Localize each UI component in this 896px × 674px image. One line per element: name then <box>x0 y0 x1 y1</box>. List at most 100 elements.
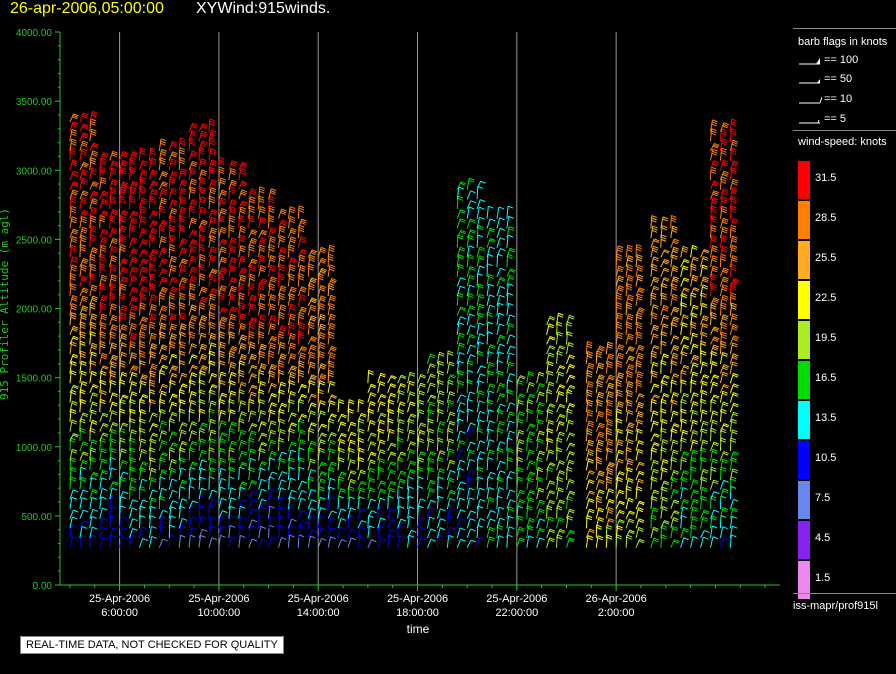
wind-barb-feather <box>320 286 326 290</box>
wind-barb-feather <box>298 316 305 320</box>
wind-barb-staff <box>208 351 211 364</box>
wind-barb-feather <box>230 361 237 365</box>
wind-barb-feather <box>150 273 156 277</box>
wind-barb-feather <box>92 392 99 396</box>
wind-barb-feather <box>210 187 217 191</box>
wind-barb-feather <box>270 190 276 194</box>
wind-barb-feather <box>409 451 415 454</box>
wind-barb-feather <box>202 422 208 426</box>
wind-barb-staff <box>407 401 411 413</box>
wind-barb-feather <box>130 356 137 360</box>
wind-barb-feather <box>231 287 237 291</box>
wind-barb-feather <box>140 411 146 415</box>
wind-barb-feather <box>518 439 525 443</box>
wind-barb-feather <box>210 305 216 309</box>
wind-barb-feather <box>81 264 87 268</box>
wind-barb-feather <box>260 220 266 224</box>
wind-barb-feather <box>339 489 346 493</box>
wind-barb-feather <box>278 316 285 320</box>
wind-barb-feather <box>499 384 505 388</box>
wind-barb-feather <box>252 317 258 321</box>
wind-barb-feather <box>120 437 126 441</box>
wind-barb-feather <box>122 459 128 463</box>
wind-barb-feather <box>319 380 326 384</box>
wind-barb-feather <box>529 433 535 436</box>
wind-barb-feather <box>400 401 406 405</box>
wind-barb-staff <box>109 331 112 345</box>
wind-barb-feather <box>340 472 347 476</box>
wind-barb-feather <box>289 210 295 214</box>
wind-barb-feather <box>339 441 346 444</box>
wind-barb-feather <box>389 428 395 432</box>
wind-barb-feather <box>390 462 396 466</box>
wind-barb-feather <box>449 497 456 501</box>
wind-barb-staff <box>198 196 202 210</box>
wind-barb-feather <box>469 487 475 491</box>
wind-barb-feather <box>121 326 128 330</box>
wind-barb-feather <box>170 337 177 341</box>
wind-barb-feather <box>230 411 236 415</box>
wind-barb-feather <box>229 326 235 330</box>
wind-barb-feather <box>81 177 88 181</box>
wind-barb-feather <box>199 306 205 310</box>
wind-barb-feather <box>399 419 405 422</box>
wind-barb-feather <box>122 259 128 263</box>
wind-barb-feather <box>162 171 169 175</box>
wind-barb-staff <box>317 497 321 510</box>
wind-barb-feather <box>449 361 455 365</box>
wind-barb-feather <box>100 382 107 386</box>
wind-barb-feather <box>539 529 545 533</box>
wind-barb-feather <box>567 466 573 470</box>
wind-barb-feather <box>498 479 504 483</box>
wind-barb-staff <box>476 283 480 297</box>
wind-barb-feather <box>199 268 205 271</box>
wind-barb-feather <box>110 372 116 376</box>
wind-barb-feather <box>182 179 188 183</box>
wind-barb-staff <box>417 438 420 451</box>
wind-barb-feather <box>470 324 476 328</box>
wind-barb-feather <box>161 432 167 435</box>
wind-barb-feather <box>269 259 276 263</box>
wind-barb-feather <box>439 390 445 394</box>
wind-barb-feather <box>169 246 175 250</box>
wind-barb-feather <box>160 411 166 415</box>
wind-barb-feather <box>171 459 177 462</box>
wind-barb-feather <box>171 367 177 371</box>
wind-barb-staff <box>476 476 479 490</box>
wind-barb-staff <box>268 409 271 422</box>
wind-barb-feather <box>120 478 126 482</box>
wind-barb-feather <box>111 182 117 186</box>
wind-barb-feather <box>189 408 195 412</box>
wind-barb-feather <box>152 249 159 252</box>
wind-barb-feather <box>470 218 476 222</box>
wind-barb-staff <box>178 138 181 151</box>
wind-barb-feather <box>171 142 177 146</box>
wind-barb-feather <box>221 208 227 212</box>
wind-barb-feather <box>220 288 226 292</box>
wind-barb-feather <box>110 534 116 538</box>
wind-barb-staff <box>347 459 352 471</box>
wind-barb-feather <box>90 118 96 122</box>
wind-barb-feather <box>120 285 127 289</box>
wind-barb-staff <box>446 470 451 481</box>
wind-barb-feather <box>340 488 346 491</box>
wind-barb-feather <box>230 249 236 253</box>
wind-barb-feather <box>180 457 186 461</box>
wind-barb-feather <box>189 323 195 327</box>
wind-barb-feather <box>509 499 516 503</box>
wind-barb-staff <box>119 471 124 481</box>
wind-barb-staff <box>526 518 531 529</box>
wind-barb-feather <box>250 273 256 277</box>
wind-barb-staff <box>158 323 162 335</box>
wind-barb-feather <box>72 258 78 262</box>
wind-barb-feather <box>220 211 226 215</box>
wind-barb-feather <box>270 264 276 268</box>
wind-barb-staff <box>89 420 93 432</box>
wind-barb-feather <box>211 429 217 433</box>
wind-barb-feather <box>179 157 186 160</box>
wind-barb-feather <box>100 166 106 170</box>
wind-barb-feather <box>230 317 236 321</box>
wind-barb-feather <box>101 317 107 321</box>
wind-barb-feather <box>191 372 198 376</box>
wind-barb-feather <box>201 124 208 128</box>
